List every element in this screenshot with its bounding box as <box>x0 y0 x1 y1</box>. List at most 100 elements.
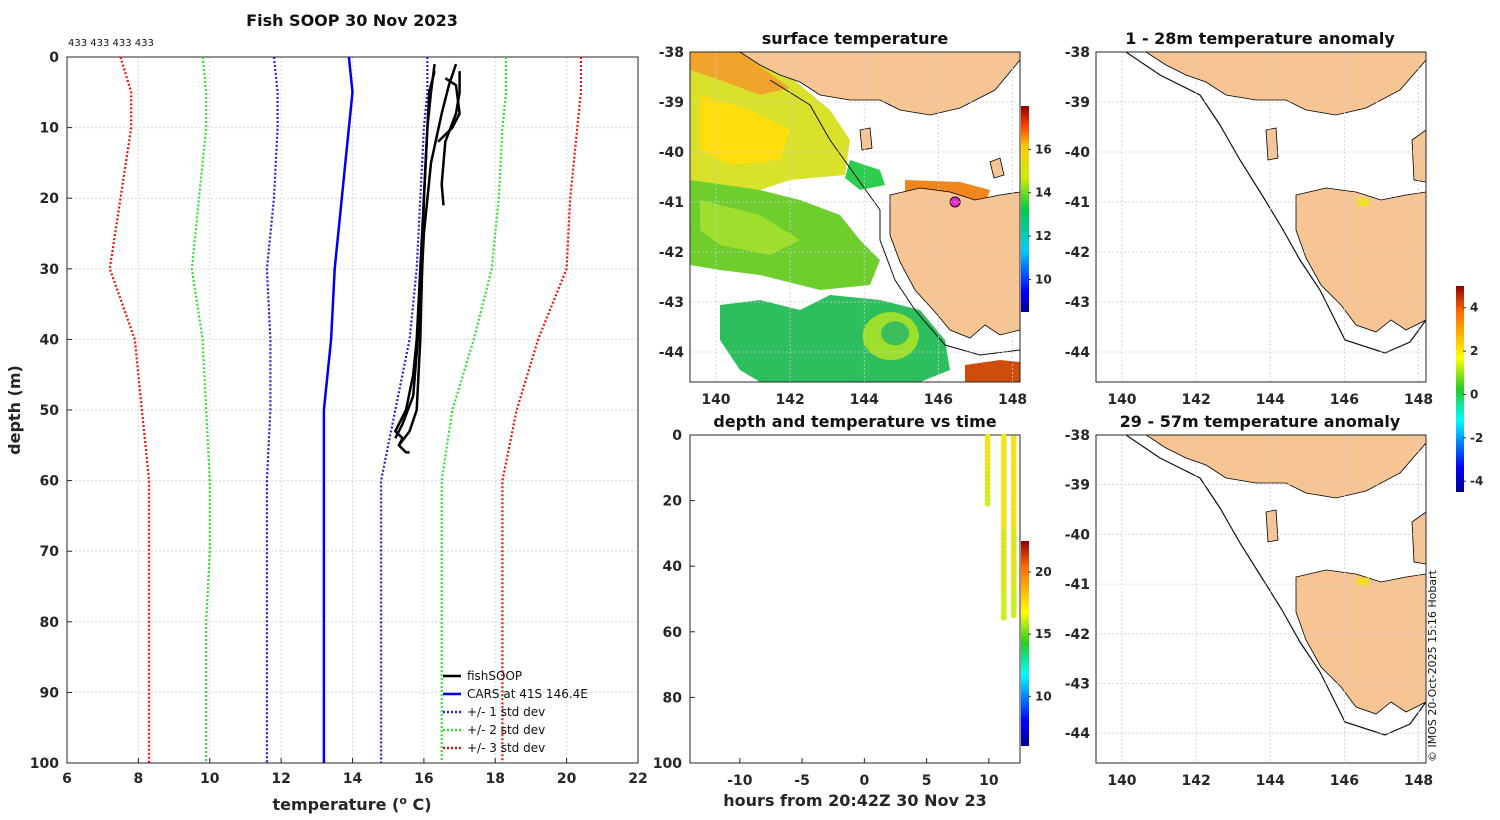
profile-y-tick-label: 0 <box>49 50 59 66</box>
map-y-tick-label: -43 <box>659 295 684 311</box>
profile-series--2-std <box>190 56 211 763</box>
colorbar-tick-label: 20 <box>1035 565 1052 579</box>
sst-map <box>690 52 1020 382</box>
profile-series-fishsoop-4 <box>440 71 461 206</box>
profile-x-tick-label: 10 <box>200 771 220 787</box>
map-y-tick-label: -41 <box>659 195 684 211</box>
profile-x-label: temperature (o C) <box>272 794 431 814</box>
dtt-panel: depth and temperature vs time -10 -5 0 5 100… <box>653 412 1052 810</box>
anom1-shelf-contour <box>1125 52 1426 354</box>
profile-series--3-std <box>108 56 151 763</box>
sst-shelf-contour <box>769 79 1020 356</box>
dtt-y-tick-label: 60 <box>663 625 683 641</box>
profile-series-fishsoop-3 <box>394 63 458 439</box>
legend-std3: +/- 3 std dev <box>467 741 545 755</box>
sst-colorbar <box>1021 106 1029 312</box>
dtt-y-tick-label: 40 <box>663 559 683 575</box>
profile-series-fishsoop-5 <box>437 77 461 143</box>
profile-x-tick-label: 16 <box>414 771 433 787</box>
colorbar-tick-label: 14 <box>1035 186 1052 200</box>
profile-y-tick-label: 10 <box>40 121 60 137</box>
anom2-land-mainland <box>1145 435 1426 499</box>
colorbar-tick-label: 10 <box>1035 272 1052 286</box>
dtt-colorbar-ticks: 10 15 20 <box>1028 565 1052 703</box>
map-x-tick-label: 146 <box>1330 392 1359 408</box>
anomaly-colorbar <box>1456 286 1464 492</box>
sst-strait-patch <box>845 160 885 190</box>
anom1-ticks: 140 142 144 146 148 -38 -39 -40 -41 -42 -43 -44 <box>1065 45 1433 408</box>
map-x-tick-label: 148 <box>1404 392 1433 408</box>
map-y-tick-label: -44 <box>659 345 685 361</box>
map-y-tick-label: -42 <box>1065 245 1090 261</box>
profile-title: Fish SOOP 30 Nov 2023 <box>246 11 458 30</box>
anomaly-colorbar-group: -4 -2 0 2 4 <box>1456 286 1483 492</box>
anom2-land-king-island <box>1265 509 1279 543</box>
dtt-x-tick-label: 5 <box>922 773 932 789</box>
profile-x-tick-label: 12 <box>271 771 290 787</box>
profile-legend: fishSOOP CARS at 41S 146.4E +/- 1 std de… <box>443 669 588 755</box>
colorbar-tick-label: 16 <box>1035 142 1052 156</box>
sst-ticks: 140 142 144 146 148 -38 -39 -40 -41 -42 -43 -44 <box>659 45 1027 408</box>
map-y-tick-label: -41 <box>1065 577 1090 593</box>
map-y-tick-label: -44 <box>1065 345 1091 361</box>
sst-colorbar-ticks: 10 12 14 16 <box>1028 142 1052 286</box>
profile-ids: 433 433 433 433 <box>68 38 154 49</box>
anom1-land-mainland <box>1145 52 1426 116</box>
map-y-tick-label: -39 <box>659 95 684 111</box>
map-x-tick-label: 146 <box>1330 773 1359 789</box>
dtt-x-tick-label: 10 <box>979 773 999 789</box>
sst-orange-band <box>690 52 790 95</box>
sst-se-warm <box>965 360 1020 382</box>
profile-y-tick-label: 60 <box>40 474 60 490</box>
profile-y-tick-label: 30 <box>40 262 60 278</box>
profile-panel: Fish SOOP 30 Nov 2023 433 433 433 433 6 8… <box>5 11 648 814</box>
sst-yellow-patch <box>700 95 790 165</box>
profile-x-tick-label: 14 <box>343 771 363 787</box>
map-y-tick-label: -43 <box>1065 295 1090 311</box>
profile-x-tick-label: 20 <box>557 771 577 787</box>
dtt-x-tick-label: -5 <box>794 773 810 789</box>
profile-series--2-std <box>440 57 508 763</box>
profile-x-tick-label: 18 <box>486 771 505 787</box>
sst-axes <box>689 51 1021 383</box>
anom1-axes <box>1095 51 1427 383</box>
anom1-land-tasmania <box>1295 187 1426 333</box>
anom1-anomaly-point <box>1356 198 1369 206</box>
map-y-tick-label: -42 <box>1065 627 1090 643</box>
profile-series-cars-at-41s-146-4e <box>322 56 354 763</box>
profile-series--1-std <box>380 57 429 763</box>
colorbar-tick-label: 12 <box>1035 229 1052 243</box>
anom1-title: 1 - 28m temperature anomaly <box>1125 29 1395 48</box>
legend-cars: CARS at 41S 146.4E <box>467 687 588 701</box>
dtt-y-tick-label: 0 <box>672 428 682 444</box>
profile-y-tick-label: 50 <box>40 403 60 419</box>
legend-std2: +/- 2 std dev <box>467 723 545 737</box>
dtt-x-tick-label: -10 <box>727 773 753 789</box>
dtt-cast-point <box>984 500 991 507</box>
profile-y-tick-label: 100 <box>30 756 59 772</box>
anom2-axes <box>1095 434 1427 764</box>
map-x-tick-label: 148 <box>1404 773 1433 789</box>
dtt-y-tick-label: 100 <box>653 756 682 772</box>
map-y-tick-label: -43 <box>1065 676 1090 692</box>
dtt-casts <box>984 433 1017 621</box>
sst-panel: surface temperature <box>659 29 1052 408</box>
sst-land-flinders <box>989 157 1005 179</box>
profile-y-ticks: 0 10 20 30 40 50 60 70 80 90 100 <box>30 50 72 772</box>
map-y-tick-label: -38 <box>1065 45 1090 61</box>
anom2-shelf-contour <box>1125 435 1426 736</box>
profile-series--3-std <box>501 57 583 763</box>
map-x-tick-label: 140 <box>1107 773 1136 789</box>
map-y-tick-label: -38 <box>1065 428 1090 444</box>
sst-eddy-core <box>881 321 910 346</box>
anom2-anomaly-point <box>1356 577 1369 586</box>
dtt-colorbar <box>1021 541 1029 746</box>
copyright-text: © IMOS 20-Oct-2025 15:16 Hobart <box>1426 569 1439 762</box>
map-y-tick-label: -42 <box>659 245 684 261</box>
map-y-tick-label: -44 <box>1065 726 1091 742</box>
x-label-sup: o <box>399 794 407 807</box>
anom2-ticks: 140 142 144 146 148 -38 -39 -40 -41 -42 -43 -44 <box>1065 428 1433 789</box>
profile-y-tick-label: 40 <box>40 332 60 348</box>
